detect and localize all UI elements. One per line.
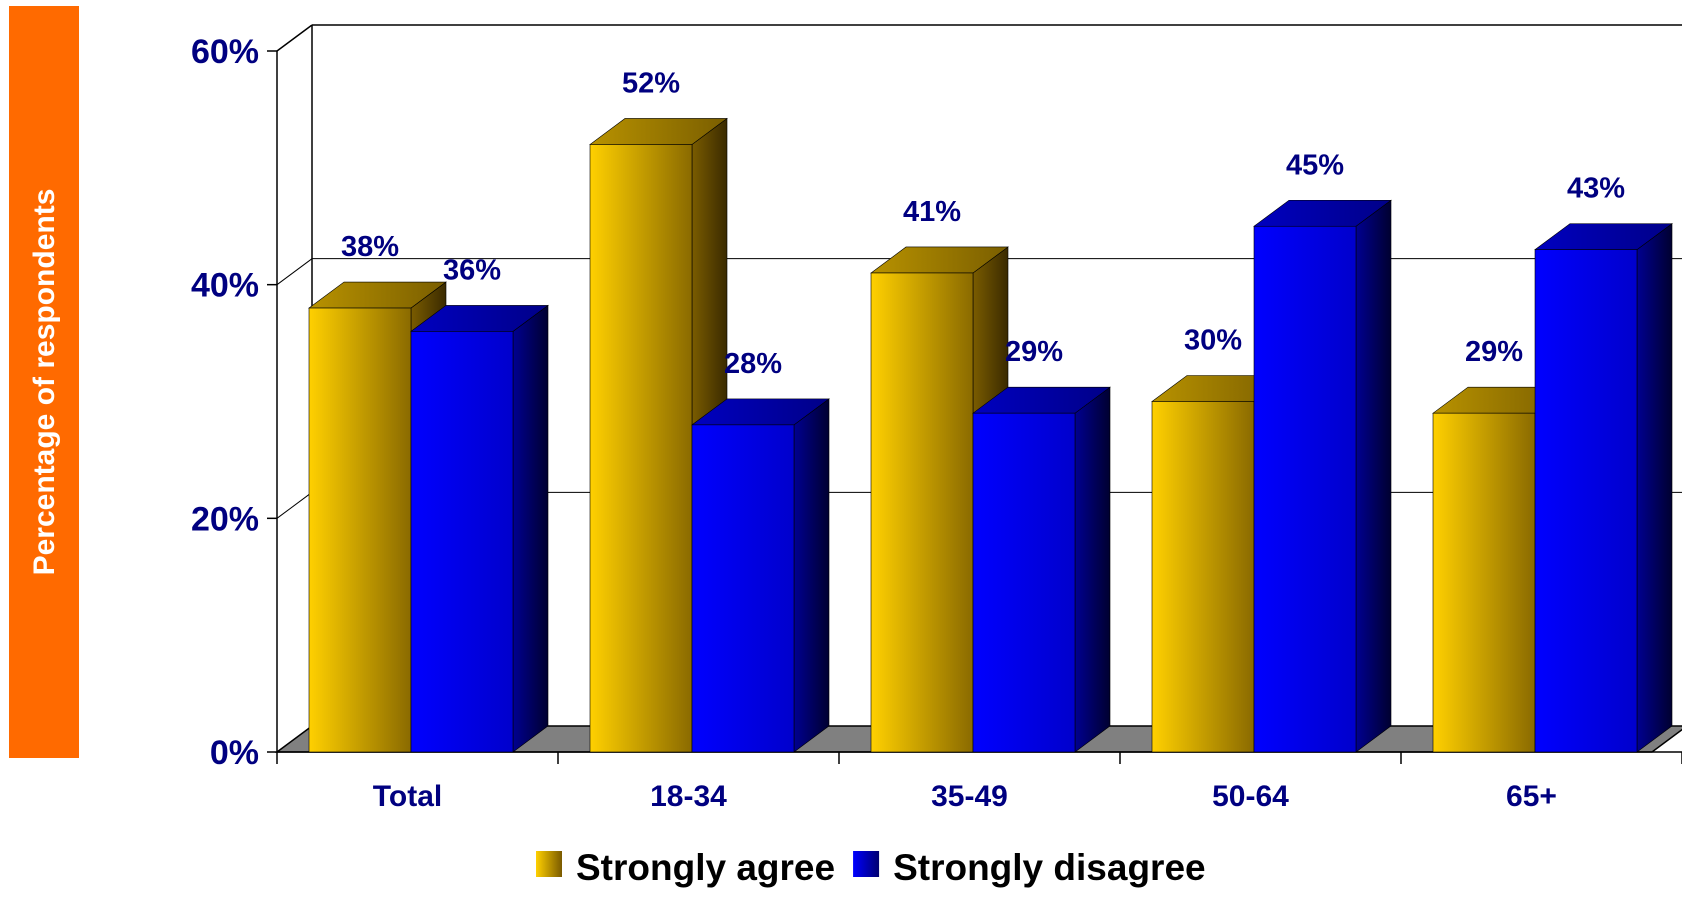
- data-label: 45%: [1286, 149, 1344, 181]
- bar-front: [1253, 225, 1357, 753]
- bar-front: [589, 144, 693, 753]
- y-axis-title-box: [9, 6, 79, 758]
- y-tick-label: 20%: [191, 500, 259, 538]
- data-label: 28%: [724, 348, 782, 380]
- bar-side: [1074, 386, 1111, 753]
- bar-front: [1432, 412, 1536, 753]
- data-label: 41%: [903, 196, 961, 228]
- bar: [972, 386, 1111, 753]
- y-tick-label: 60%: [191, 33, 259, 71]
- bar-side: [793, 398, 830, 753]
- legend-swatch: [536, 851, 562, 877]
- legend-label: Strongly agree: [576, 847, 835, 888]
- data-label: 52%: [622, 67, 680, 99]
- gridline-diagonal: [276, 491, 313, 519]
- bar-side: [512, 304, 549, 753]
- data-label: 36%: [443, 254, 501, 286]
- x-tick-label: 50-64: [1212, 780, 1289, 813]
- legend-item: Strongly agree: [536, 847, 835, 888]
- bar-side: [1636, 223, 1673, 753]
- x-tick-label: 35-49: [931, 780, 1008, 813]
- bar-side: [1355, 199, 1392, 753]
- bar-front: [308, 307, 412, 753]
- y-tick-label: 0%: [210, 734, 259, 772]
- bar-front: [1151, 401, 1255, 753]
- y-tick-label: 40%: [191, 267, 259, 305]
- legend-swatch: [853, 851, 880, 877]
- bar: [1253, 199, 1392, 753]
- data-label: 29%: [1005, 336, 1063, 368]
- bar: [1534, 223, 1673, 753]
- y-axis-top-edge: [276, 24, 313, 52]
- x-tick-label: Total: [373, 780, 442, 813]
- bar-front: [870, 272, 974, 753]
- data-label: 43%: [1567, 173, 1625, 205]
- bar: [691, 398, 830, 753]
- data-label: 38%: [341, 231, 399, 263]
- bar: [410, 304, 549, 753]
- legend-label: Strongly disagree: [893, 847, 1206, 888]
- gridline-diagonal: [276, 258, 313, 286]
- legend-item: Strongly disagree: [853, 847, 1206, 888]
- x-tick-label: 18-34: [650, 780, 727, 813]
- x-tick-label: 65+: [1506, 780, 1557, 813]
- bar-front: [1534, 249, 1638, 753]
- bar-front: [410, 331, 514, 753]
- bar-front: [972, 412, 1076, 753]
- bar-front: [691, 424, 795, 753]
- data-label: 30%: [1184, 325, 1242, 357]
- data-label: 29%: [1465, 336, 1523, 368]
